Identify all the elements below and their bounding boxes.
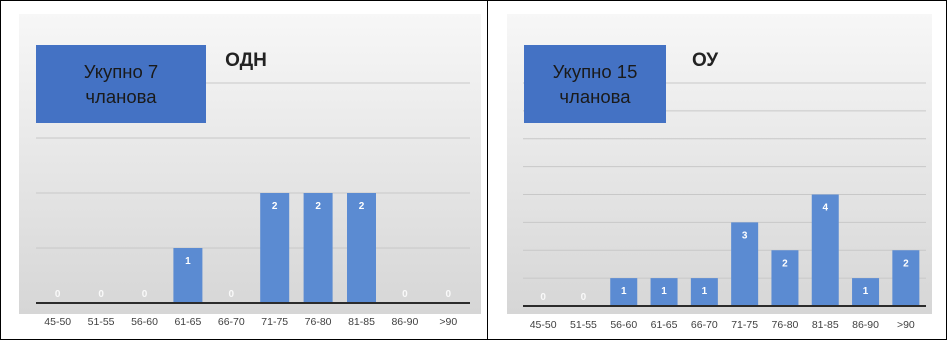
data-label: 2 [903, 258, 909, 269]
data-label: 1 [621, 286, 627, 297]
data-label: 0 [446, 289, 452, 300]
data-label: 1 [185, 256, 191, 267]
x-tick-label: 51-55 [570, 319, 597, 331]
data-label: 2 [272, 201, 278, 212]
data-label: 3 [742, 230, 748, 241]
x-tick-label: 81-85 [348, 316, 375, 328]
annotation-line-2: чланова [85, 86, 157, 107]
x-tick-label: >90 [439, 316, 457, 328]
bar [892, 250, 920, 306]
bar [610, 278, 638, 306]
annotation-line-2: чланова [559, 86, 631, 107]
data-label: 0 [402, 289, 408, 300]
x-tick-label: 45-50 [44, 316, 71, 328]
data-label: 0 [581, 292, 587, 303]
bar [811, 194, 839, 306]
bar [650, 278, 678, 306]
data-label: 2 [315, 201, 321, 212]
x-tick-label: 56-60 [131, 316, 158, 328]
data-label: 1 [863, 286, 869, 297]
annotation-box-odn: Укупно 7 чланова [36, 45, 206, 123]
annotation-line-1: Укупно 15 [552, 61, 638, 82]
x-tick-label: 45-50 [530, 319, 557, 331]
annotation-box-ou: Укупно 15 чланова [524, 45, 666, 123]
bar [260, 193, 290, 303]
bar [731, 222, 759, 306]
x-tick-label: 66-70 [218, 316, 245, 328]
x-tick-label: >90 [897, 319, 915, 331]
x-tick-label: 86-90 [852, 319, 879, 331]
x-tick-label: 76-80 [772, 319, 799, 331]
x-tick-label: 61-65 [174, 316, 201, 328]
chart-title: ОУ [692, 50, 718, 71]
bar [347, 193, 376, 303]
data-label: 2 [782, 258, 788, 269]
x-tick-label: 51-55 [88, 316, 115, 328]
x-tick-label: 81-85 [812, 319, 839, 331]
annotation-line-1: Укупно 7 [83, 61, 159, 82]
data-label: 0 [98, 289, 104, 300]
table-border-left [0, 0, 1, 340]
data-label: 4 [822, 203, 828, 214]
data-label: 1 [661, 286, 667, 297]
x-tick-label: 61-65 [651, 319, 678, 331]
x-tick-label: 71-75 [731, 319, 758, 331]
bar [173, 248, 203, 303]
data-label: 0 [540, 292, 546, 303]
x-tick-label: 66-70 [691, 319, 718, 331]
data-label: 1 [702, 286, 708, 297]
bar [771, 250, 799, 306]
bar [303, 193, 333, 303]
data-label: 0 [142, 289, 148, 300]
bar [852, 278, 880, 306]
table-border-middle [487, 0, 488, 340]
chart-title: ОДН [225, 50, 267, 71]
x-tick-label: 56-60 [610, 319, 637, 331]
x-tick-label: 86-90 [391, 316, 418, 328]
bar [690, 278, 718, 306]
data-label: 0 [55, 289, 61, 300]
x-tick-label: 76-80 [305, 316, 332, 328]
data-label: 2 [359, 201, 365, 212]
data-label: 0 [229, 289, 235, 300]
x-tick-label: 71-75 [261, 316, 288, 328]
